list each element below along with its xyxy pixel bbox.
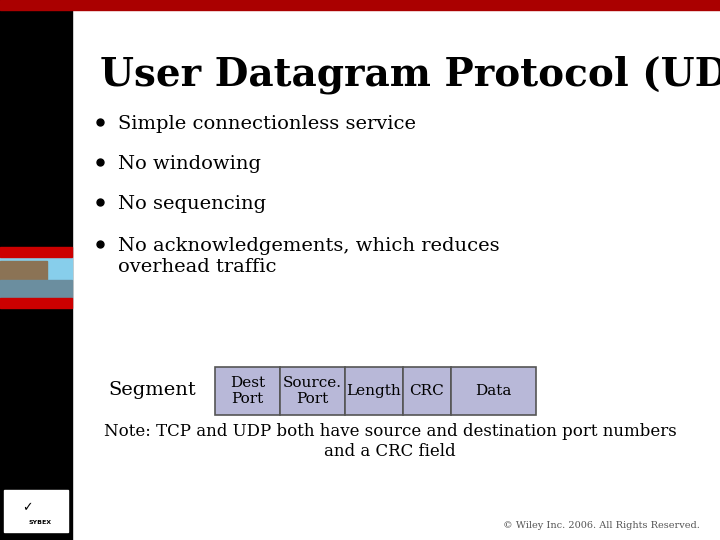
Text: Length: Length: [346, 384, 401, 398]
Text: Dest
Port: Dest Port: [230, 376, 265, 406]
Text: © Wiley Inc. 2006. All Rights Reserved.: © Wiley Inc. 2006. All Rights Reserved.: [503, 521, 700, 530]
Text: No sequencing: No sequencing: [118, 195, 266, 213]
Bar: [0, 0, 720, 10]
Text: Data: Data: [475, 384, 512, 398]
Bar: [345, 367, 403, 415]
Bar: [403, 367, 451, 415]
Text: Note: TCP and UDP both have source and destination port numbers: Note: TCP and UDP both have source and d…: [104, 423, 676, 441]
Bar: [4, 490, 68, 532]
Bar: [451, 367, 536, 415]
Text: CRC: CRC: [410, 384, 444, 398]
Text: Segment: Segment: [108, 381, 196, 399]
Text: Source.
Port: Source. Port: [283, 376, 342, 406]
Bar: [0, 261, 47, 280]
Text: and a CRC field: and a CRC field: [324, 443, 456, 461]
Text: SYBEX: SYBEX: [28, 520, 51, 525]
Text: No windowing: No windowing: [118, 155, 261, 173]
Bar: [215, 367, 280, 415]
Bar: [0, 298, 72, 308]
Text: No acknowledgements, which reduces
overhead traffic: No acknowledgements, which reduces overh…: [118, 237, 500, 276]
Bar: [0, 247, 72, 257]
Bar: [0, 0, 72, 540]
Bar: [0, 257, 72, 280]
Text: Simple connectionless service: Simple connectionless service: [118, 115, 416, 133]
Text: User Datagram Protocol (UDP): User Datagram Protocol (UDP): [100, 55, 720, 93]
Bar: [0, 280, 72, 298]
Text: ✓: ✓: [22, 501, 32, 514]
Bar: [280, 367, 345, 415]
